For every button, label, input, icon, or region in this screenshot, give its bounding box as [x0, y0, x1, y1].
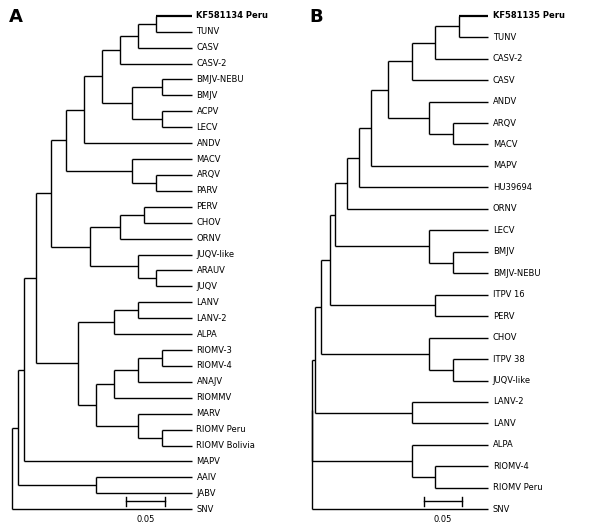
- Text: JUQV-like: JUQV-like: [493, 376, 531, 385]
- Text: ALPA: ALPA: [197, 330, 217, 339]
- Text: BMJV: BMJV: [197, 91, 218, 100]
- Text: B: B: [309, 8, 323, 26]
- Text: JABV: JABV: [197, 489, 216, 498]
- Text: PERV: PERV: [493, 312, 514, 321]
- Text: LECV: LECV: [493, 226, 514, 235]
- Text: SNV: SNV: [197, 505, 214, 514]
- Text: HU39694: HU39694: [493, 183, 532, 192]
- Text: TUNV: TUNV: [493, 33, 516, 41]
- Text: MARV: MARV: [197, 409, 221, 418]
- Text: ARQV: ARQV: [493, 119, 517, 128]
- Text: RIOMV-3: RIOMV-3: [197, 345, 232, 354]
- Text: BMJV-NEBU: BMJV-NEBU: [493, 269, 540, 278]
- Text: LANV: LANV: [493, 419, 515, 428]
- Text: CASV: CASV: [493, 76, 515, 85]
- Text: ITPV 38: ITPV 38: [493, 354, 524, 363]
- Text: MAPV: MAPV: [493, 162, 517, 171]
- Text: CASV: CASV: [197, 43, 219, 52]
- Text: CASV-2: CASV-2: [493, 54, 523, 63]
- Text: PARV: PARV: [197, 186, 218, 195]
- Text: ACPV: ACPV: [197, 107, 219, 116]
- Text: 0.05: 0.05: [434, 514, 452, 523]
- Text: ITPV 16: ITPV 16: [493, 290, 524, 299]
- Text: MACV: MACV: [197, 154, 221, 163]
- Text: LANV: LANV: [197, 298, 219, 307]
- Text: ANAJV: ANAJV: [197, 377, 223, 386]
- Text: ANDV: ANDV: [493, 97, 517, 106]
- Text: 0.05: 0.05: [136, 514, 155, 523]
- Text: PERV: PERV: [197, 202, 218, 211]
- Text: LECV: LECV: [197, 123, 218, 132]
- Text: RIOMV-4: RIOMV-4: [197, 362, 232, 371]
- Text: CHOV: CHOV: [493, 333, 517, 342]
- Text: RIOMV-4: RIOMV-4: [493, 462, 529, 471]
- Text: SNV: SNV: [493, 505, 510, 514]
- Text: AAIV: AAIV: [197, 473, 217, 482]
- Text: LANV-2: LANV-2: [197, 314, 227, 323]
- Text: ORNV: ORNV: [197, 234, 221, 243]
- Text: MACV: MACV: [493, 140, 517, 149]
- Text: ALPA: ALPA: [493, 440, 514, 449]
- Text: KF581134 Peru: KF581134 Peru: [197, 11, 269, 20]
- Text: LANV-2: LANV-2: [493, 397, 523, 406]
- Text: RIOMMV: RIOMMV: [197, 393, 232, 402]
- Text: BMJV: BMJV: [493, 247, 514, 256]
- Text: RIOMV Peru: RIOMV Peru: [493, 484, 542, 492]
- Text: JUQV: JUQV: [197, 282, 218, 291]
- Text: ANDV: ANDV: [197, 139, 221, 148]
- Text: ARQV: ARQV: [197, 171, 221, 180]
- Text: ORNV: ORNV: [493, 204, 517, 213]
- Text: ARAUV: ARAUV: [197, 266, 226, 275]
- Text: CASV-2: CASV-2: [197, 59, 227, 68]
- Text: A: A: [9, 8, 23, 26]
- Text: BMJV-NEBU: BMJV-NEBU: [197, 75, 244, 84]
- Text: MAPV: MAPV: [197, 457, 220, 466]
- Text: TUNV: TUNV: [197, 27, 220, 36]
- Text: RIOMV Peru: RIOMV Peru: [197, 425, 246, 434]
- Text: CHOV: CHOV: [197, 218, 221, 227]
- Text: JUQV-like: JUQV-like: [197, 250, 235, 259]
- Text: KF581135 Peru: KF581135 Peru: [493, 11, 565, 20]
- Text: RIOMV Bolivia: RIOMV Bolivia: [197, 441, 256, 450]
